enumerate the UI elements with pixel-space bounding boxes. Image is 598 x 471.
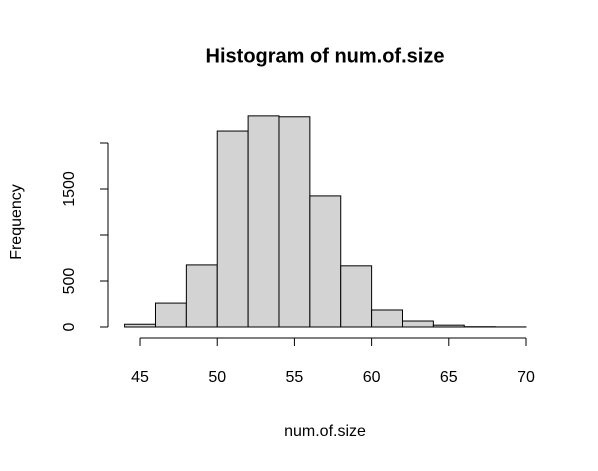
x-tick-label: 65 [440,369,458,386]
x-tick-label: 70 [517,369,535,386]
bar [432,324,465,328]
bar [401,320,434,328]
x-tick-label: 60 [363,369,381,386]
x-axis-label: num.of.size [284,423,366,440]
bar [340,265,373,328]
chart-title: Histogram of num.of.size [206,45,445,67]
bar [154,302,187,328]
y-tick-label: 500 [61,268,78,295]
bar [309,195,342,328]
bar [185,264,218,328]
bar [247,115,280,328]
y-tick-label: 1500 [61,171,78,207]
bar [124,323,156,328]
bar [216,130,249,328]
y-axis-label: Frequency [8,184,25,260]
bar [278,116,311,328]
bar [371,309,403,328]
x-tick-label: 45 [131,369,149,386]
y-tick-label: 0 [61,322,78,331]
x-tick-label: 55 [286,369,304,386]
x-tick-label: 50 [208,369,226,386]
